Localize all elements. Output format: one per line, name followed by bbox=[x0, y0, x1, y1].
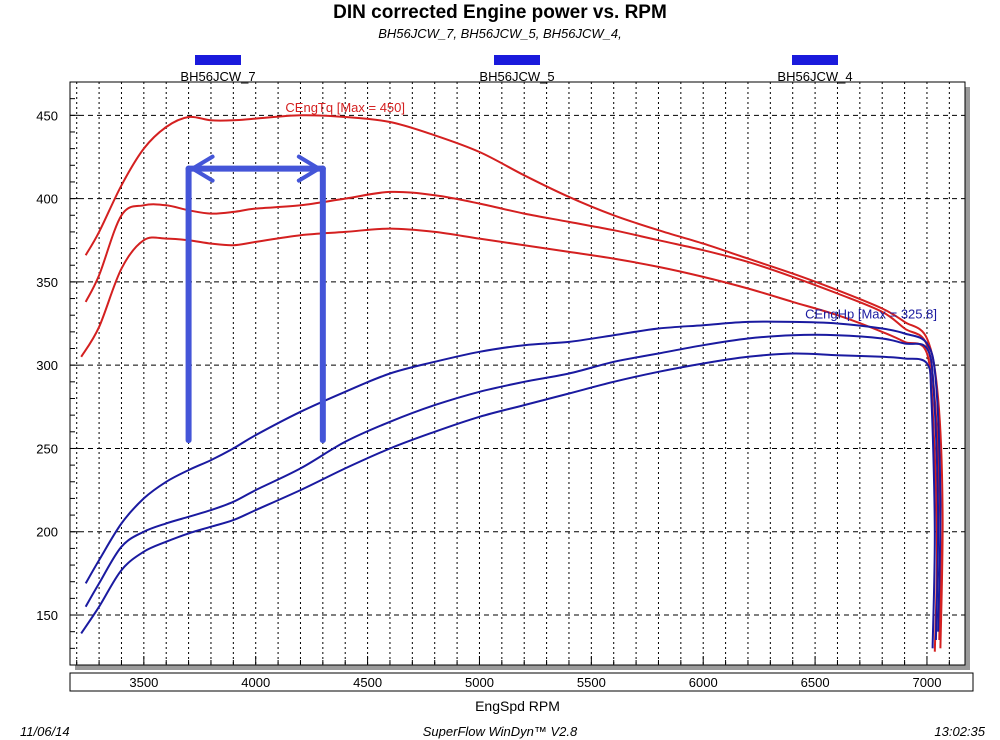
x-tick-label: 6500 bbox=[801, 675, 830, 690]
series-line-cengtq-bh56jcw_7 bbox=[84, 114, 944, 649]
y-tick-label: 250 bbox=[36, 441, 58, 456]
plot-frame bbox=[69, 81, 966, 666]
x-axis-label: EngSpd RPM bbox=[475, 698, 560, 714]
chart-subtitle: BH56JCW_7, BH56JCW_5, BH56JCW_4, bbox=[378, 26, 622, 41]
legend-label: BH56JCW_4 bbox=[777, 69, 852, 84]
x-tick-label: 3500 bbox=[129, 675, 158, 690]
range-marker-arrow-right bbox=[296, 154, 323, 183]
y-tick-label: 450 bbox=[36, 108, 58, 123]
annotation-label: CEngHp [Max = 325.8] bbox=[805, 307, 937, 322]
x-tick-label: 5000 bbox=[465, 675, 494, 690]
series-line-cengtq-bh56jcw_4 bbox=[80, 227, 939, 652]
footer-time: 13:02:35 bbox=[934, 724, 985, 739]
annotation-label: CEngTq [Max = 450] bbox=[285, 100, 405, 115]
series-line-cenghp-bh56jcw_5 bbox=[84, 333, 940, 641]
x-tick-label: 4000 bbox=[241, 675, 270, 690]
y-tick-label: 350 bbox=[36, 275, 58, 290]
series-line-cenghp-bh56jcw_7 bbox=[84, 320, 942, 632]
x-axis-strip bbox=[69, 672, 974, 692]
chart-title: DIN corrected Engine power vs. RPM bbox=[333, 2, 667, 23]
footer-date: 11/06/14 bbox=[20, 724, 70, 739]
x-tick-label: 7000 bbox=[913, 675, 942, 690]
series-line-cenghp-bh56jcw_4 bbox=[80, 352, 936, 649]
x-tick-label: 5500 bbox=[577, 675, 606, 690]
y-tick-label: 400 bbox=[36, 192, 58, 207]
x-tick-label: 4500 bbox=[353, 675, 382, 690]
y-tick-label: 200 bbox=[36, 525, 58, 540]
legend-swatch bbox=[494, 55, 540, 65]
legend-swatch bbox=[195, 55, 241, 65]
legend-label: BH56JCW_5 bbox=[479, 69, 554, 84]
series-line-cengtq-bh56jcw_5 bbox=[84, 190, 942, 641]
footer-software: SuperFlow WinDyn™ V2.8 bbox=[422, 724, 578, 739]
y-tick-label: 150 bbox=[36, 608, 58, 623]
y-tick-label: 300 bbox=[36, 358, 58, 373]
range-marker-arrow-left bbox=[188, 154, 215, 183]
legend-swatch bbox=[792, 55, 838, 65]
legend-label: BH56JCW_7 bbox=[180, 69, 255, 84]
x-tick-label: 6000 bbox=[689, 675, 718, 690]
